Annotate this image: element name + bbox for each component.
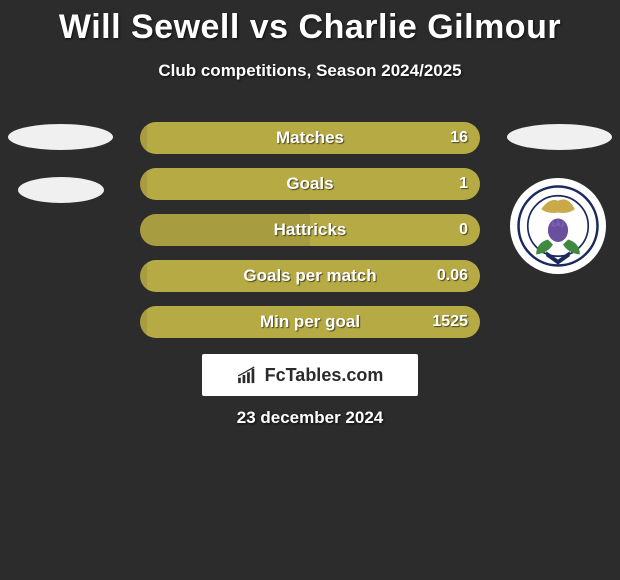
stat-label: Min per goal (260, 312, 360, 332)
inverness-crest-icon (516, 184, 600, 268)
bar-segment-left (140, 168, 147, 200)
brand-text: FcTables.com (265, 365, 384, 386)
stat-label: Matches (276, 128, 344, 148)
stat-row: Goals 1 (140, 168, 480, 200)
bar-segment-left (140, 260, 147, 292)
stat-value-right: 1 (459, 175, 468, 193)
stat-label: Goals (286, 174, 333, 194)
stat-value-right: 0.06 (437, 267, 468, 285)
player-right-photo-placeholder (507, 124, 612, 150)
stat-row: Goals per match 0.06 (140, 260, 480, 292)
player-left-photo-placeholder-2 (18, 177, 104, 203)
comparison-bars: Matches 16 Goals 1 Hattricks 0 Goals per match… (140, 122, 480, 352)
brand-box: FcTables.com (202, 354, 418, 396)
stat-value-right: 16 (450, 129, 468, 147)
stat-value-right: 1525 (432, 313, 468, 331)
stat-row: Matches 16 (140, 122, 480, 154)
comparison-infographic: Will Sewell vs Charlie Gilmour Club comp… (0, 0, 620, 580)
page-title: Will Sewell vs Charlie Gilmour (0, 0, 620, 47)
bars-rising-icon (237, 366, 259, 384)
subtitle: Club competitions, Season 2024/2025 (0, 61, 620, 81)
stat-label: Goals per match (243, 266, 376, 286)
club-badge-right (510, 178, 606, 274)
stat-row: Hattricks 0 (140, 214, 480, 246)
stat-value-right: 0 (459, 221, 468, 239)
bar-segment-left (140, 306, 147, 338)
player-left-photo-placeholder-1 (8, 124, 113, 150)
date-text: 23 december 2024 (0, 408, 620, 428)
stat-label: Hattricks (274, 220, 347, 240)
bar-segment-left (140, 122, 147, 154)
stat-row: Min per goal 1525 (140, 306, 480, 338)
